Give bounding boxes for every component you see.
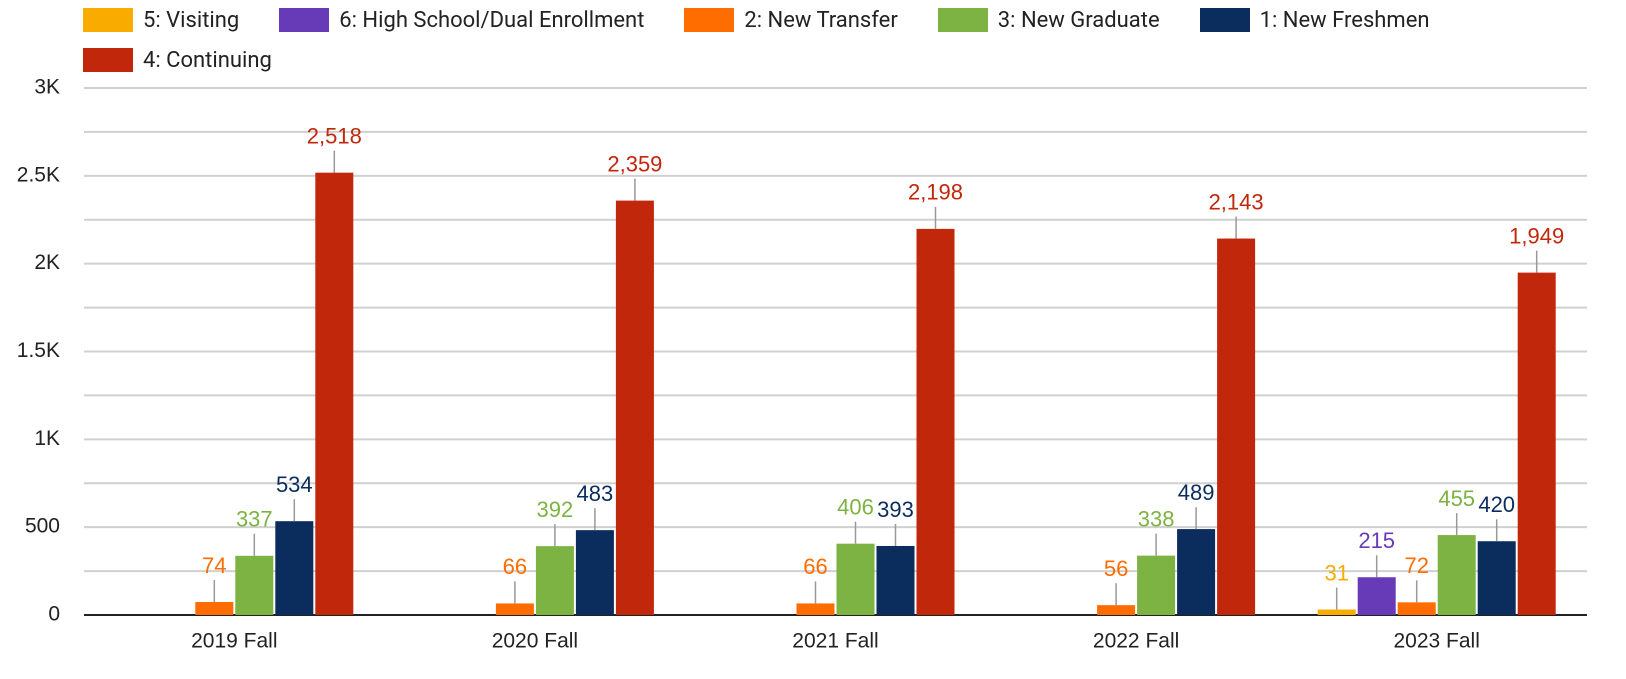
bar — [1177, 529, 1216, 615]
data-label: 455 — [1438, 486, 1475, 511]
bar — [1477, 541, 1516, 615]
y-tick-label: 3K — [34, 76, 60, 99]
bar — [796, 603, 835, 615]
bar — [275, 521, 314, 615]
y-tick-label: 2K — [34, 251, 60, 274]
data-label: 483 — [577, 481, 614, 506]
x-tick-label: 2022 Fall — [1093, 630, 1179, 653]
x-tick-label: 2020 Fall — [492, 630, 578, 653]
data-label: 338 — [1138, 506, 1175, 531]
data-label: 489 — [1178, 480, 1215, 505]
data-label: 2,143 — [1209, 189, 1264, 214]
bar — [1097, 605, 1136, 615]
bar — [1357, 577, 1396, 615]
legend: 5: Visiting 6: High School/Dual Enrollmen… — [83, 7, 1563, 73]
data-label: 1,949 — [1509, 223, 1564, 248]
bar — [535, 546, 574, 615]
data-label: 534 — [276, 472, 313, 497]
bar — [195, 602, 234, 615]
data-label: 392 — [537, 497, 574, 522]
y-tick-label: 0 — [48, 603, 60, 626]
data-label: 66 — [503, 554, 527, 579]
legend-swatch — [1199, 8, 1250, 32]
data-label: 31 — [1324, 560, 1348, 585]
legend-swatch — [684, 8, 735, 32]
bar — [315, 172, 354, 615]
data-label: 66 — [803, 554, 827, 579]
legend-label: 1: New Freshmen — [1259, 7, 1430, 33]
data-label: 56 — [1104, 556, 1128, 581]
bar — [1137, 555, 1176, 615]
bar — [1397, 602, 1436, 615]
legend-swatch — [83, 48, 133, 72]
legend-swatch — [83, 8, 133, 32]
y-tick-label: 1K — [34, 427, 60, 450]
legend-label: 6: High School/Dual Enrollment — [339, 7, 645, 33]
legend-item: 1: New Freshmen — [1199, 7, 1430, 33]
y-tick-label: 2.5K — [17, 163, 60, 186]
bar — [836, 543, 875, 615]
y-tick-label: 1.5K — [17, 339, 60, 362]
bar — [1437, 535, 1476, 615]
legend-item: 3: New Graduate — [937, 7, 1160, 33]
legend-label: 3: New Graduate — [997, 7, 1160, 33]
bar — [876, 545, 915, 615]
data-label: 406 — [837, 494, 874, 519]
legend-item: 5: Visiting — [83, 7, 240, 33]
legend-item: 4: Continuing — [83, 47, 272, 73]
bar — [1217, 238, 1256, 615]
data-label: 215 — [1358, 528, 1395, 553]
data-label: 2,198 — [908, 180, 963, 205]
legend-item: 2: New Transfer — [684, 7, 898, 33]
data-label: 2,518 — [307, 123, 362, 148]
bar — [575, 530, 614, 615]
bar — [1517, 272, 1556, 615]
data-label: 72 — [1404, 553, 1428, 578]
data-label: 420 — [1478, 492, 1515, 517]
legend-swatch — [937, 8, 988, 32]
x-tick-label: 2021 Fall — [792, 630, 878, 653]
bar — [495, 603, 534, 615]
data-label: 337 — [236, 507, 273, 532]
x-tick-label: 2023 Fall — [1394, 630, 1480, 653]
bar — [235, 555, 274, 615]
legend-swatch — [279, 8, 330, 32]
data-label: 74 — [202, 553, 226, 578]
legend-label: 2: New Transfer — [744, 7, 898, 33]
data-label: 2,359 — [607, 151, 662, 176]
y-tick-label: 500 — [25, 515, 60, 538]
data-label: 393 — [877, 497, 914, 522]
x-tick-label: 2019 Fall — [191, 630, 277, 653]
bar — [1317, 609, 1356, 615]
legend-item: 6: High School/Dual Enrollment — [279, 7, 645, 33]
legend-label: 5: Visiting — [143, 7, 240, 33]
bar — [916, 228, 955, 615]
bar — [615, 200, 654, 615]
legend-label: 4: Continuing — [143, 47, 272, 73]
